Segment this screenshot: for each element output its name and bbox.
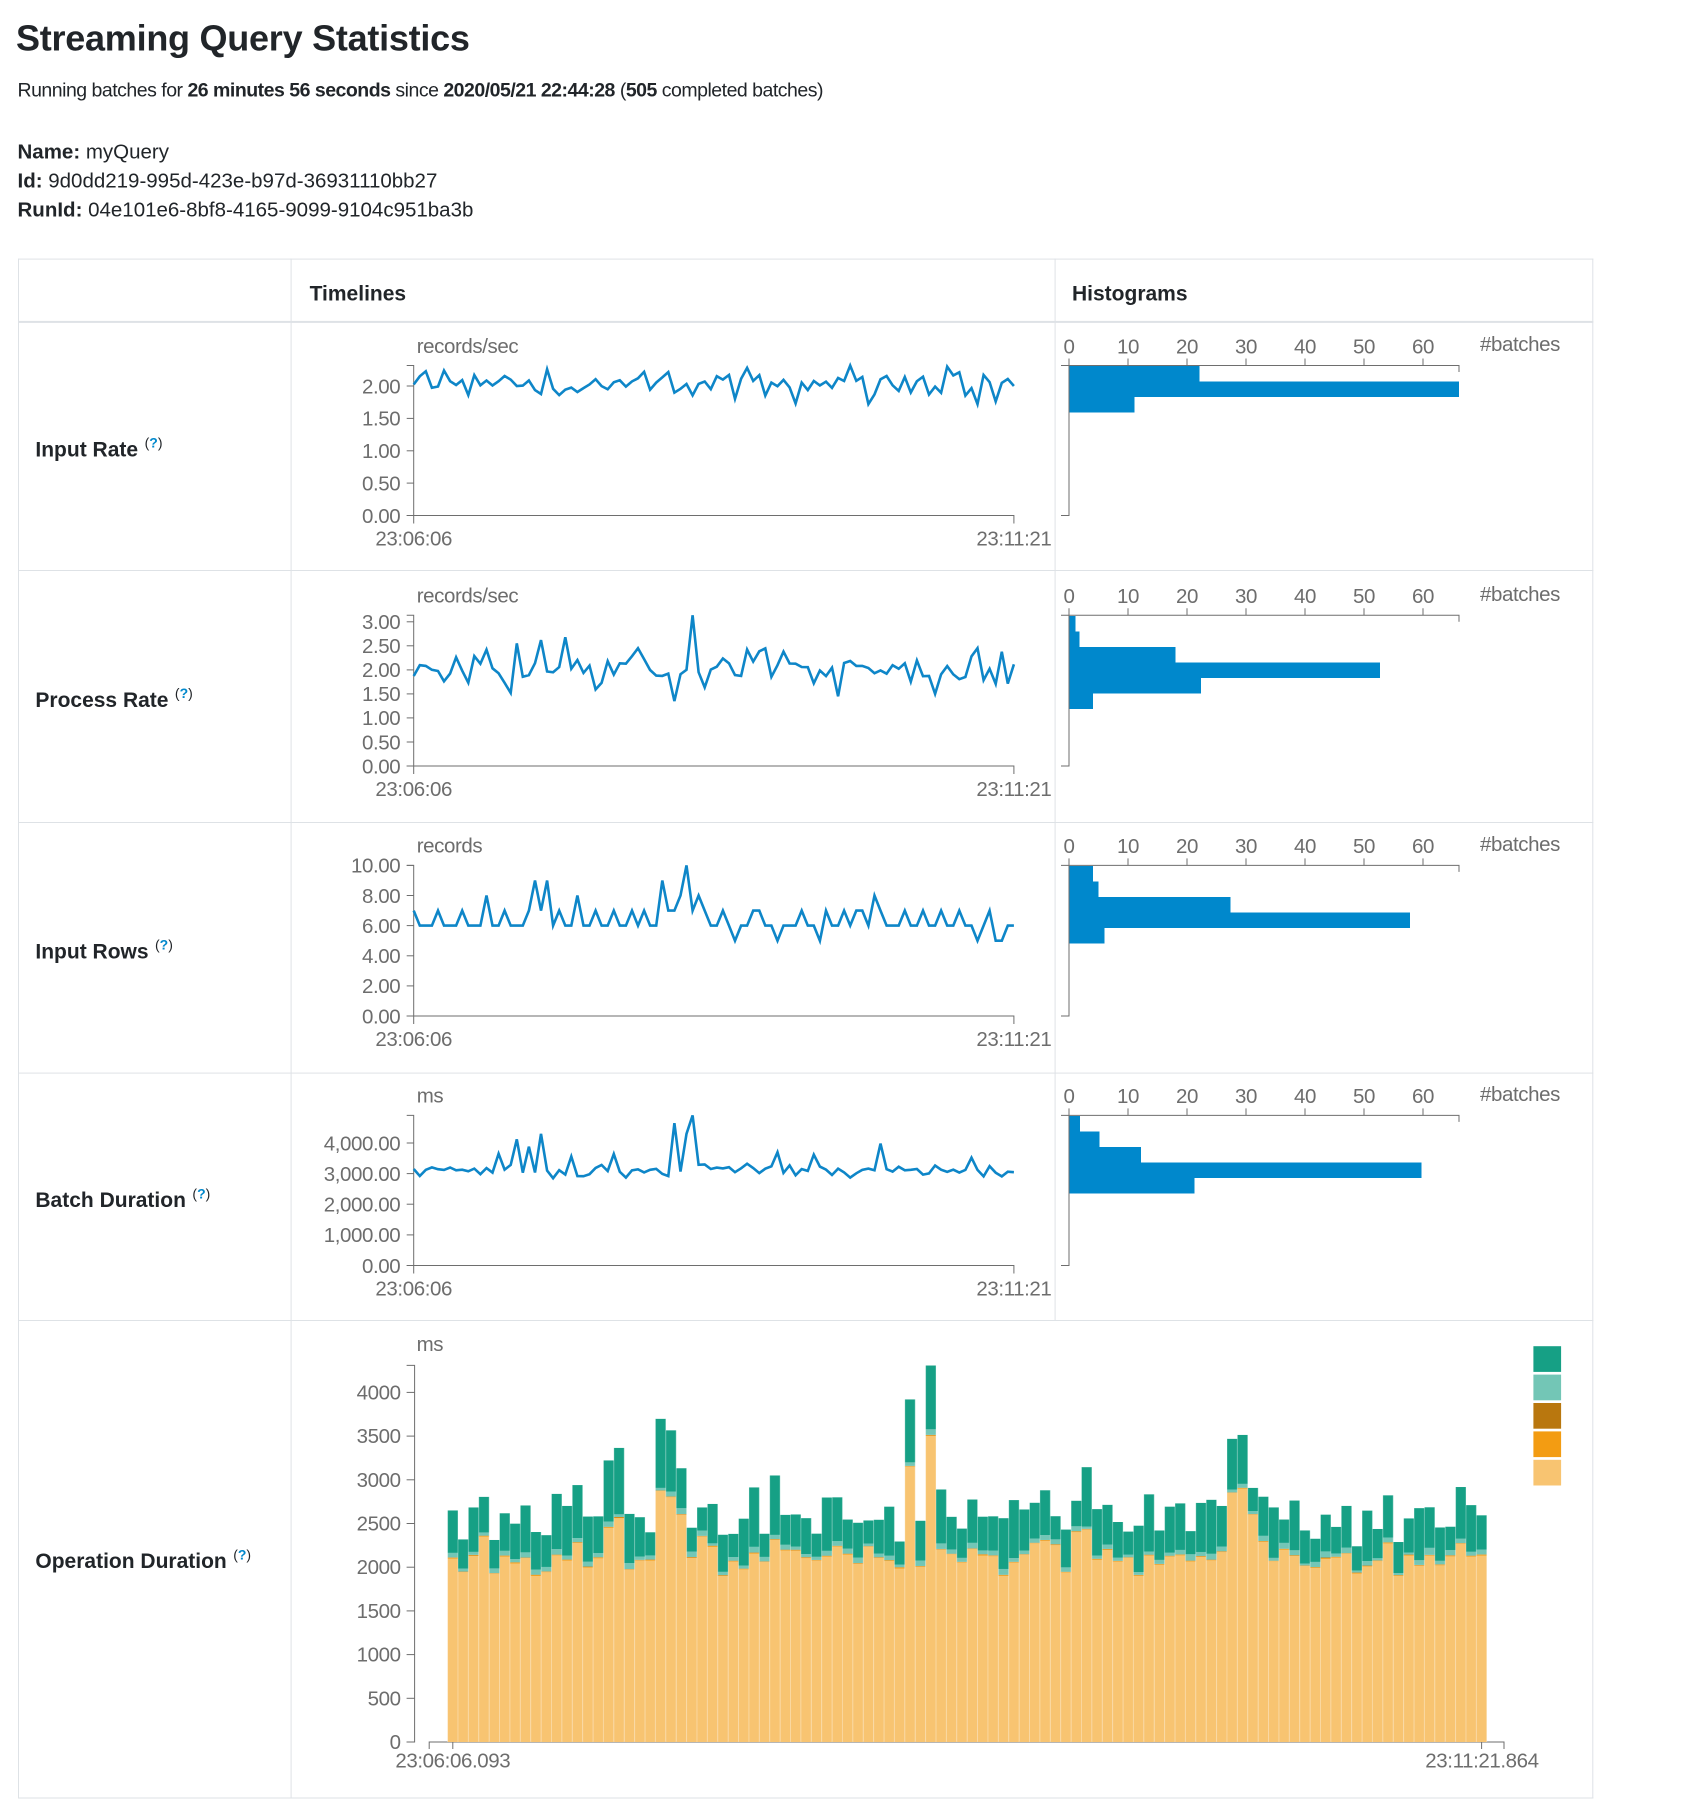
svg-text:0.00: 0.00 bbox=[362, 755, 400, 778]
svg-text:30: 30 bbox=[1235, 1085, 1257, 1108]
svg-text:1500: 1500 bbox=[357, 1600, 401, 1623]
svg-text:(?): (?) bbox=[155, 937, 173, 953]
svg-text:2,000.00: 2,000.00 bbox=[324, 1194, 401, 1217]
svg-text:20: 20 bbox=[1176, 835, 1198, 858]
svg-text:40: 40 bbox=[1294, 835, 1316, 858]
svg-text:records: records bbox=[417, 835, 483, 858]
svg-text:3.00: 3.00 bbox=[362, 611, 400, 634]
svg-text:0: 0 bbox=[1063, 585, 1074, 608]
svg-text:6.00: 6.00 bbox=[362, 915, 400, 938]
svg-text:8.00: 8.00 bbox=[362, 885, 400, 908]
svg-text:Id: 9d0dd219-995d-423e-b97d-36: Id: 9d0dd219-995d-423e-b97d-36931110bb27 bbox=[18, 170, 438, 193]
svg-text:0.00: 0.00 bbox=[362, 505, 400, 528]
svg-text:10: 10 bbox=[1117, 835, 1139, 858]
svg-text:3500: 3500 bbox=[357, 1425, 401, 1448]
svg-text:40: 40 bbox=[1294, 1085, 1316, 1108]
svg-text:30: 30 bbox=[1235, 835, 1257, 858]
svg-text:10: 10 bbox=[1117, 585, 1139, 608]
svg-text:40: 40 bbox=[1294, 335, 1316, 358]
svg-text:60: 60 bbox=[1412, 585, 1434, 608]
svg-text:0: 0 bbox=[1063, 335, 1074, 358]
svg-text:(?): (?) bbox=[192, 1185, 210, 1201]
svg-text:Name: myQuery: Name: myQuery bbox=[18, 141, 170, 164]
svg-text:Operation Duration: Operation Duration bbox=[35, 1550, 226, 1573]
svg-text:0.50: 0.50 bbox=[362, 472, 400, 495]
svg-text:23:11:21: 23:11:21 bbox=[976, 1278, 1051, 1301]
svg-text:10: 10 bbox=[1117, 335, 1139, 358]
svg-text:records/sec: records/sec bbox=[417, 335, 519, 358]
svg-text:500: 500 bbox=[368, 1687, 401, 1710]
svg-text:0: 0 bbox=[390, 1731, 401, 1754]
svg-text:10: 10 bbox=[1117, 1085, 1139, 1108]
svg-text:50: 50 bbox=[1353, 585, 1375, 608]
svg-text:2000: 2000 bbox=[357, 1556, 401, 1579]
svg-text:records/sec: records/sec bbox=[417, 585, 519, 608]
svg-text:30: 30 bbox=[1235, 585, 1257, 608]
svg-text:ms: ms bbox=[417, 1333, 444, 1356]
svg-text:23:06:06: 23:06:06 bbox=[375, 1028, 452, 1051]
svg-text:23:11:21: 23:11:21 bbox=[976, 778, 1051, 801]
svg-text:#batches: #batches bbox=[1480, 333, 1560, 356]
svg-text:4,000.00: 4,000.00 bbox=[324, 1132, 401, 1155]
svg-text:0.50: 0.50 bbox=[362, 731, 400, 754]
svg-text:23:06:06: 23:06:06 bbox=[375, 528, 452, 551]
svg-text:23:06:06: 23:06:06 bbox=[375, 778, 452, 801]
svg-text:2.00: 2.00 bbox=[362, 659, 400, 682]
svg-text:40: 40 bbox=[1294, 585, 1316, 608]
svg-text:2.00: 2.00 bbox=[362, 375, 400, 398]
svg-text:Batch Duration: Batch Duration bbox=[35, 1189, 186, 1212]
svg-text:20: 20 bbox=[1176, 335, 1198, 358]
svg-text:10.00: 10.00 bbox=[351, 855, 400, 878]
svg-text:50: 50 bbox=[1353, 335, 1375, 358]
svg-text:RunId: 04e101e6-8bf8-4165-9099: RunId: 04e101e6-8bf8-4165-9099-9104c951b… bbox=[18, 198, 474, 221]
svg-text:Process Rate: Process Rate bbox=[35, 689, 168, 712]
svg-text:0: 0 bbox=[1063, 1085, 1074, 1108]
svg-text:23:06:06.093: 23:06:06.093 bbox=[395, 1750, 510, 1773]
svg-text:30: 30 bbox=[1235, 335, 1257, 358]
svg-text:Input Rate: Input Rate bbox=[35, 439, 138, 462]
svg-text:1000: 1000 bbox=[357, 1644, 401, 1667]
svg-text:Input Rows: Input Rows bbox=[35, 940, 148, 963]
svg-text:1,000.00: 1,000.00 bbox=[324, 1224, 401, 1247]
svg-text:1.00: 1.00 bbox=[362, 707, 400, 730]
svg-text:4.00: 4.00 bbox=[362, 945, 400, 968]
svg-text:1.50: 1.50 bbox=[362, 683, 400, 706]
svg-text:23:11:21.864: 23:11:21.864 bbox=[1425, 1750, 1538, 1773]
svg-text:ms: ms bbox=[417, 1085, 444, 1108]
svg-text:1.00: 1.00 bbox=[362, 440, 400, 463]
svg-text:0: 0 bbox=[1063, 835, 1074, 858]
svg-text:2.00: 2.00 bbox=[362, 975, 400, 998]
svg-text:20: 20 bbox=[1176, 585, 1198, 608]
svg-text:50: 50 bbox=[1353, 1085, 1375, 1108]
svg-text:60: 60 bbox=[1412, 1085, 1434, 1108]
svg-text:4000: 4000 bbox=[357, 1381, 401, 1404]
svg-text:(?): (?) bbox=[233, 1546, 251, 1562]
svg-text:50: 50 bbox=[1353, 835, 1375, 858]
svg-text:Histograms: Histograms bbox=[1072, 283, 1188, 306]
svg-text:#batches: #batches bbox=[1480, 1083, 1560, 1106]
svg-text:#batches: #batches bbox=[1480, 833, 1560, 856]
svg-text:#batches: #batches bbox=[1480, 583, 1560, 606]
svg-text:60: 60 bbox=[1412, 835, 1434, 858]
svg-text:3,000.00: 3,000.00 bbox=[324, 1163, 401, 1186]
svg-text:2500: 2500 bbox=[357, 1513, 401, 1536]
svg-text:Timelines: Timelines bbox=[310, 283, 407, 306]
svg-text:23:11:21: 23:11:21 bbox=[976, 1028, 1051, 1051]
svg-text:0.00: 0.00 bbox=[362, 1255, 400, 1278]
svg-text:60: 60 bbox=[1412, 335, 1434, 358]
svg-text:2.50: 2.50 bbox=[362, 635, 400, 658]
svg-text:23:06:06: 23:06:06 bbox=[375, 1278, 452, 1301]
svg-text:20: 20 bbox=[1176, 1085, 1198, 1108]
svg-text:(?): (?) bbox=[175, 685, 193, 701]
svg-text:1.50: 1.50 bbox=[362, 408, 400, 431]
svg-text:Streaming Query Statistics: Streaming Query Statistics bbox=[16, 17, 470, 58]
svg-text:23:11:21: 23:11:21 bbox=[976, 528, 1051, 551]
svg-text:(?): (?) bbox=[145, 435, 163, 451]
svg-text:0.00: 0.00 bbox=[362, 1005, 400, 1028]
svg-text:3000: 3000 bbox=[357, 1469, 401, 1492]
svg-text:Running batches for 26 minutes: Running batches for 26 minutes 56 second… bbox=[18, 80, 823, 102]
